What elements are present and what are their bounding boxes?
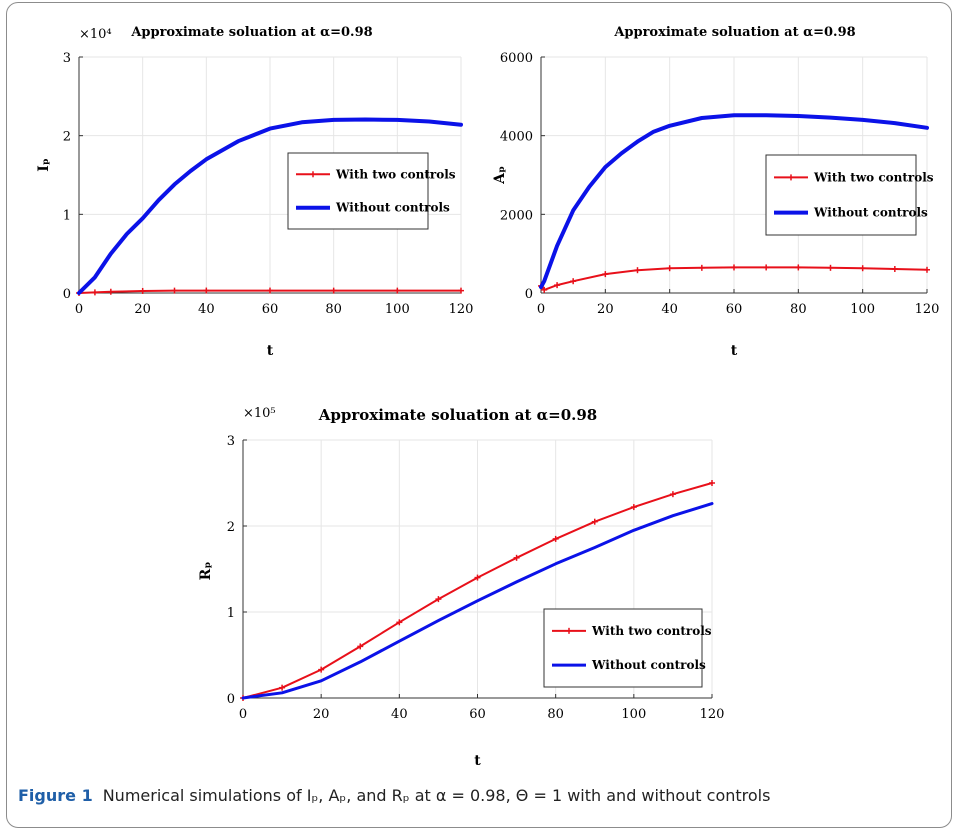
- rp-series-0-point-2: [318, 666, 325, 673]
- ap-ytick-label-2: 4000: [500, 130, 533, 145]
- rp-series-0-point-8: [552, 535, 559, 542]
- ap-series-0-point-2: [554, 282, 561, 289]
- ip-xtick-label-2: 40: [198, 302, 215, 317]
- rp-chart-title: Approximate soluation at α=0.98: [318, 406, 598, 424]
- ip-legend-label-0: With two controls: [335, 167, 456, 181]
- ap-series-0-point-13: [891, 266, 898, 273]
- ap-series-0-point-3: [570, 278, 577, 285]
- rp-series-0-point-12: [709, 480, 715, 486]
- rp-xtick-label-0: 0: [239, 707, 247, 722]
- figure-caption: Figure 1 Numerical simulations of Iₚ, Aₚ,…: [18, 786, 938, 805]
- ap-ytick-label-3: 6000: [500, 51, 533, 66]
- ip-chart-title: Approximate soluation at α=0.98: [130, 25, 372, 40]
- ip-xtick-label-5: 100: [385, 302, 410, 317]
- rp-series-0-point-7: [513, 554, 520, 561]
- ip-ytick-label-2: 2: [63, 130, 71, 145]
- rp-ytick-label-1: 1: [227, 606, 235, 621]
- ap-series-0-point-11: [827, 264, 834, 271]
- rp-series-0-point-1: [279, 684, 286, 691]
- rp-series-0-point-3: [357, 643, 364, 650]
- ip-xtick-label-4: 80: [325, 302, 342, 317]
- ap-x-axis-label: t: [731, 343, 738, 359]
- ip-exponent-label: ×10⁴: [79, 27, 112, 42]
- ip-ytick-label-1: 1: [63, 208, 71, 223]
- figure-label: Figure 1: [18, 786, 93, 805]
- ap-xtick-label-3: 60: [726, 302, 743, 317]
- figure-frame: [6, 2, 952, 828]
- rp-ytick-label-3: 3: [227, 434, 235, 449]
- ap-series-0-point-7: [698, 264, 705, 271]
- ip-ytick-label-3: 3: [63, 51, 71, 66]
- rp-ytick-label-0: 0: [227, 692, 235, 707]
- ap-legend-label-0: With two controls: [813, 170, 934, 184]
- ip-series-0-point-8: [394, 287, 401, 294]
- ap-legend-box: [765, 154, 917, 236]
- rp-ytick-label-2: 2: [227, 520, 235, 535]
- chart-ip-panel: 0 20 40 60 80 100 120 0 1 2 3 ×10⁴ Approximate solua…: [36, 25, 474, 359]
- ap-ytick-label-1: 2000: [500, 208, 533, 223]
- rp-xtick-label-5: 100: [621, 707, 646, 722]
- rp-xtick-label-4: 80: [547, 707, 564, 722]
- ip-series-0-point-7: [330, 287, 337, 294]
- ip-xtick-label-0: 0: [75, 302, 83, 317]
- ap-series-0-point-8: [731, 264, 737, 271]
- ap-series-1-line: [539, 113, 929, 290]
- rp-legend-box: [543, 608, 703, 688]
- rp-series-0-point-10: [630, 504, 637, 511]
- rp-exponent-label: ×10⁵: [243, 406, 276, 421]
- caption-text: Numerical simulations of Iₚ, Aₚ, and Rₚ …: [102, 786, 771, 805]
- rp-xtick-label-6: 120: [700, 707, 725, 722]
- ap-xtick-label-0: 0: [537, 302, 545, 317]
- ip-legend-label-1: Without controls: [335, 201, 450, 215]
- ap-xtick-label-5: 100: [850, 302, 875, 317]
- ap-series-0-point-5: [634, 267, 641, 274]
- rp-x-axis-label: t: [474, 753, 481, 769]
- chart-ap-panel: 0 20 40 60 80 100 120 0 2000 4000 6000 Approximate …: [492, 25, 940, 359]
- ap-xtick-label-2: 40: [661, 302, 678, 317]
- ip-legend-box: [287, 152, 429, 230]
- rp-series-0-point-4: [396, 619, 403, 626]
- rp-legend-label-1: Without controls: [591, 658, 706, 672]
- chart-rp-panel: 0 20 40 60 80 100 120 0 1 2 3 ×10⁵ Approximate solua…: [198, 406, 725, 769]
- ap-series-0-point-14: [924, 266, 930, 273]
- ap-series-0-point-10: [795, 264, 802, 271]
- rp-xtick-label-3: 60: [469, 707, 486, 722]
- ip-xtick-label-3: 60: [262, 302, 279, 317]
- ip-series-0-point-1: [91, 289, 98, 296]
- rp-xtick-label-2: 40: [391, 707, 408, 722]
- ip-series-0-point-5: [203, 287, 210, 294]
- ap-ytick-label-0: 0: [525, 287, 533, 302]
- ip-y-axis-label: Iₚ: [36, 158, 52, 172]
- ip-series-0-point-3: [139, 287, 146, 294]
- ap-xtick-label-6: 120: [915, 302, 940, 317]
- ap-series-0-point-4: [602, 271, 609, 278]
- ap-legend-label-1: Without controls: [813, 206, 928, 220]
- rp-series-0-point-5: [435, 596, 442, 603]
- ip-series-0-point-9: [458, 287, 464, 294]
- ip-xtick-label-1: 20: [134, 302, 151, 317]
- ap-series-0-point-6: [666, 265, 673, 272]
- ip-x-axis-label: t: [267, 343, 274, 359]
- ap-xtick-label-4: 80: [790, 302, 807, 317]
- rp-series-0-point-9: [591, 518, 598, 525]
- ap-chart-title: Approximate soluation at α=0.98: [613, 25, 855, 40]
- ap-xtick-label-1: 20: [597, 302, 614, 317]
- rp-xtick-label-1: 20: [313, 707, 330, 722]
- rp-y-axis-label: Rₚ: [198, 562, 214, 581]
- rp-legend-label-0: With two controls: [591, 624, 712, 638]
- ip-series-0-point-4: [171, 287, 178, 294]
- rp-series-0-point-6: [474, 574, 481, 581]
- ap-series-0-point-12: [859, 265, 866, 272]
- ap-y-axis-label: Aₚ: [492, 166, 508, 185]
- ip-ytick-label-0: 0: [63, 287, 71, 302]
- ip-series-0-point-6: [267, 287, 273, 294]
- ip-series-0-line: [78, 289, 462, 294]
- rp-series-0-point-11: [669, 491, 676, 498]
- ap-series-0-point-9: [763, 264, 770, 271]
- ip-xtick-label-6: 120: [449, 302, 474, 317]
- ip-series-0-point-2: [107, 288, 114, 295]
- ap-series-0-point-1: [541, 286, 548, 293]
